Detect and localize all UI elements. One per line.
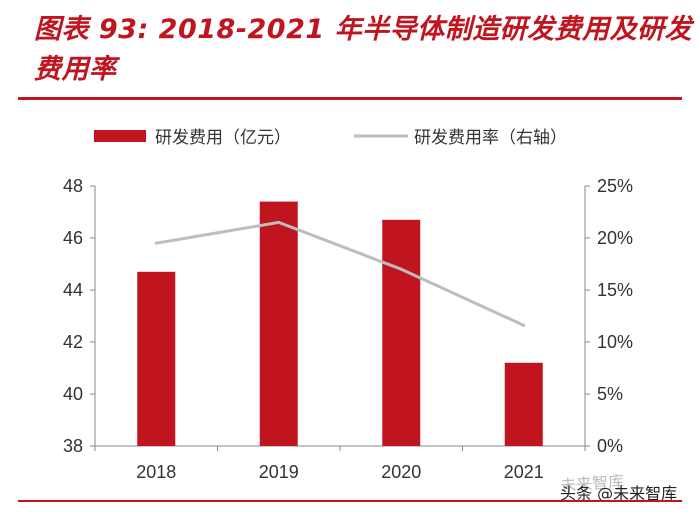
x-tick-label: 2019	[259, 462, 299, 482]
right-tick-label: 5%	[597, 384, 623, 404]
rd-ratio-point-2019	[277, 220, 281, 224]
left-tick-label: 48	[63, 176, 83, 196]
bar-2020	[382, 219, 421, 446]
right-tick-label: 25%	[597, 176, 633, 196]
left-tick-label: 44	[63, 280, 83, 300]
bar-2019	[259, 201, 298, 446]
rd-ratio-point-2020	[399, 267, 403, 271]
left-tick-label: 40	[63, 384, 83, 404]
bar-2021	[504, 362, 543, 446]
rd-ratio-point-2021	[522, 323, 526, 327]
chart-title: 图表 93: 2018-2021 年半导体制造研发费用及研发费用率	[34, 14, 693, 85]
right-tick-label: 0%	[597, 436, 623, 456]
title-divider	[18, 97, 682, 100]
x-tick-label: 2021	[504, 462, 544, 482]
right-tick-label: 10%	[597, 332, 633, 352]
rd-ratio-line	[155, 220, 525, 327]
source-credit: 头条 @未来智库	[560, 484, 678, 503]
legend-label-line: 研发费用率（右轴）	[414, 128, 567, 148]
x-tick-label: 2018	[136, 462, 176, 482]
bottom-divider	[18, 500, 682, 502]
legend-label-bar: 研发费用（亿元）	[155, 128, 291, 148]
x-tick-label: 2020	[381, 462, 421, 482]
right-tick-label: 20%	[597, 228, 633, 248]
bar-2018	[137, 271, 176, 446]
rd-ratio-point-2018	[154, 241, 158, 245]
legend-swatch-bar	[94, 130, 146, 142]
left-tick-label: 38	[63, 436, 83, 456]
left-tick-label: 42	[63, 332, 83, 352]
left-tick-label: 46	[63, 228, 83, 248]
right-tick-label: 15%	[597, 280, 633, 300]
